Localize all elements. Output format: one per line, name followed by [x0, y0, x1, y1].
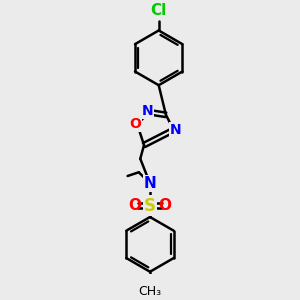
- Text: S: S: [144, 197, 156, 215]
- Text: Cl: Cl: [151, 3, 167, 18]
- Text: N: N: [142, 104, 154, 118]
- Text: O: O: [129, 117, 141, 131]
- Text: O: O: [129, 198, 142, 213]
- Text: N: N: [144, 176, 156, 191]
- Text: CH₃: CH₃: [138, 285, 162, 298]
- Text: O: O: [158, 198, 171, 213]
- Text: N: N: [170, 123, 182, 137]
